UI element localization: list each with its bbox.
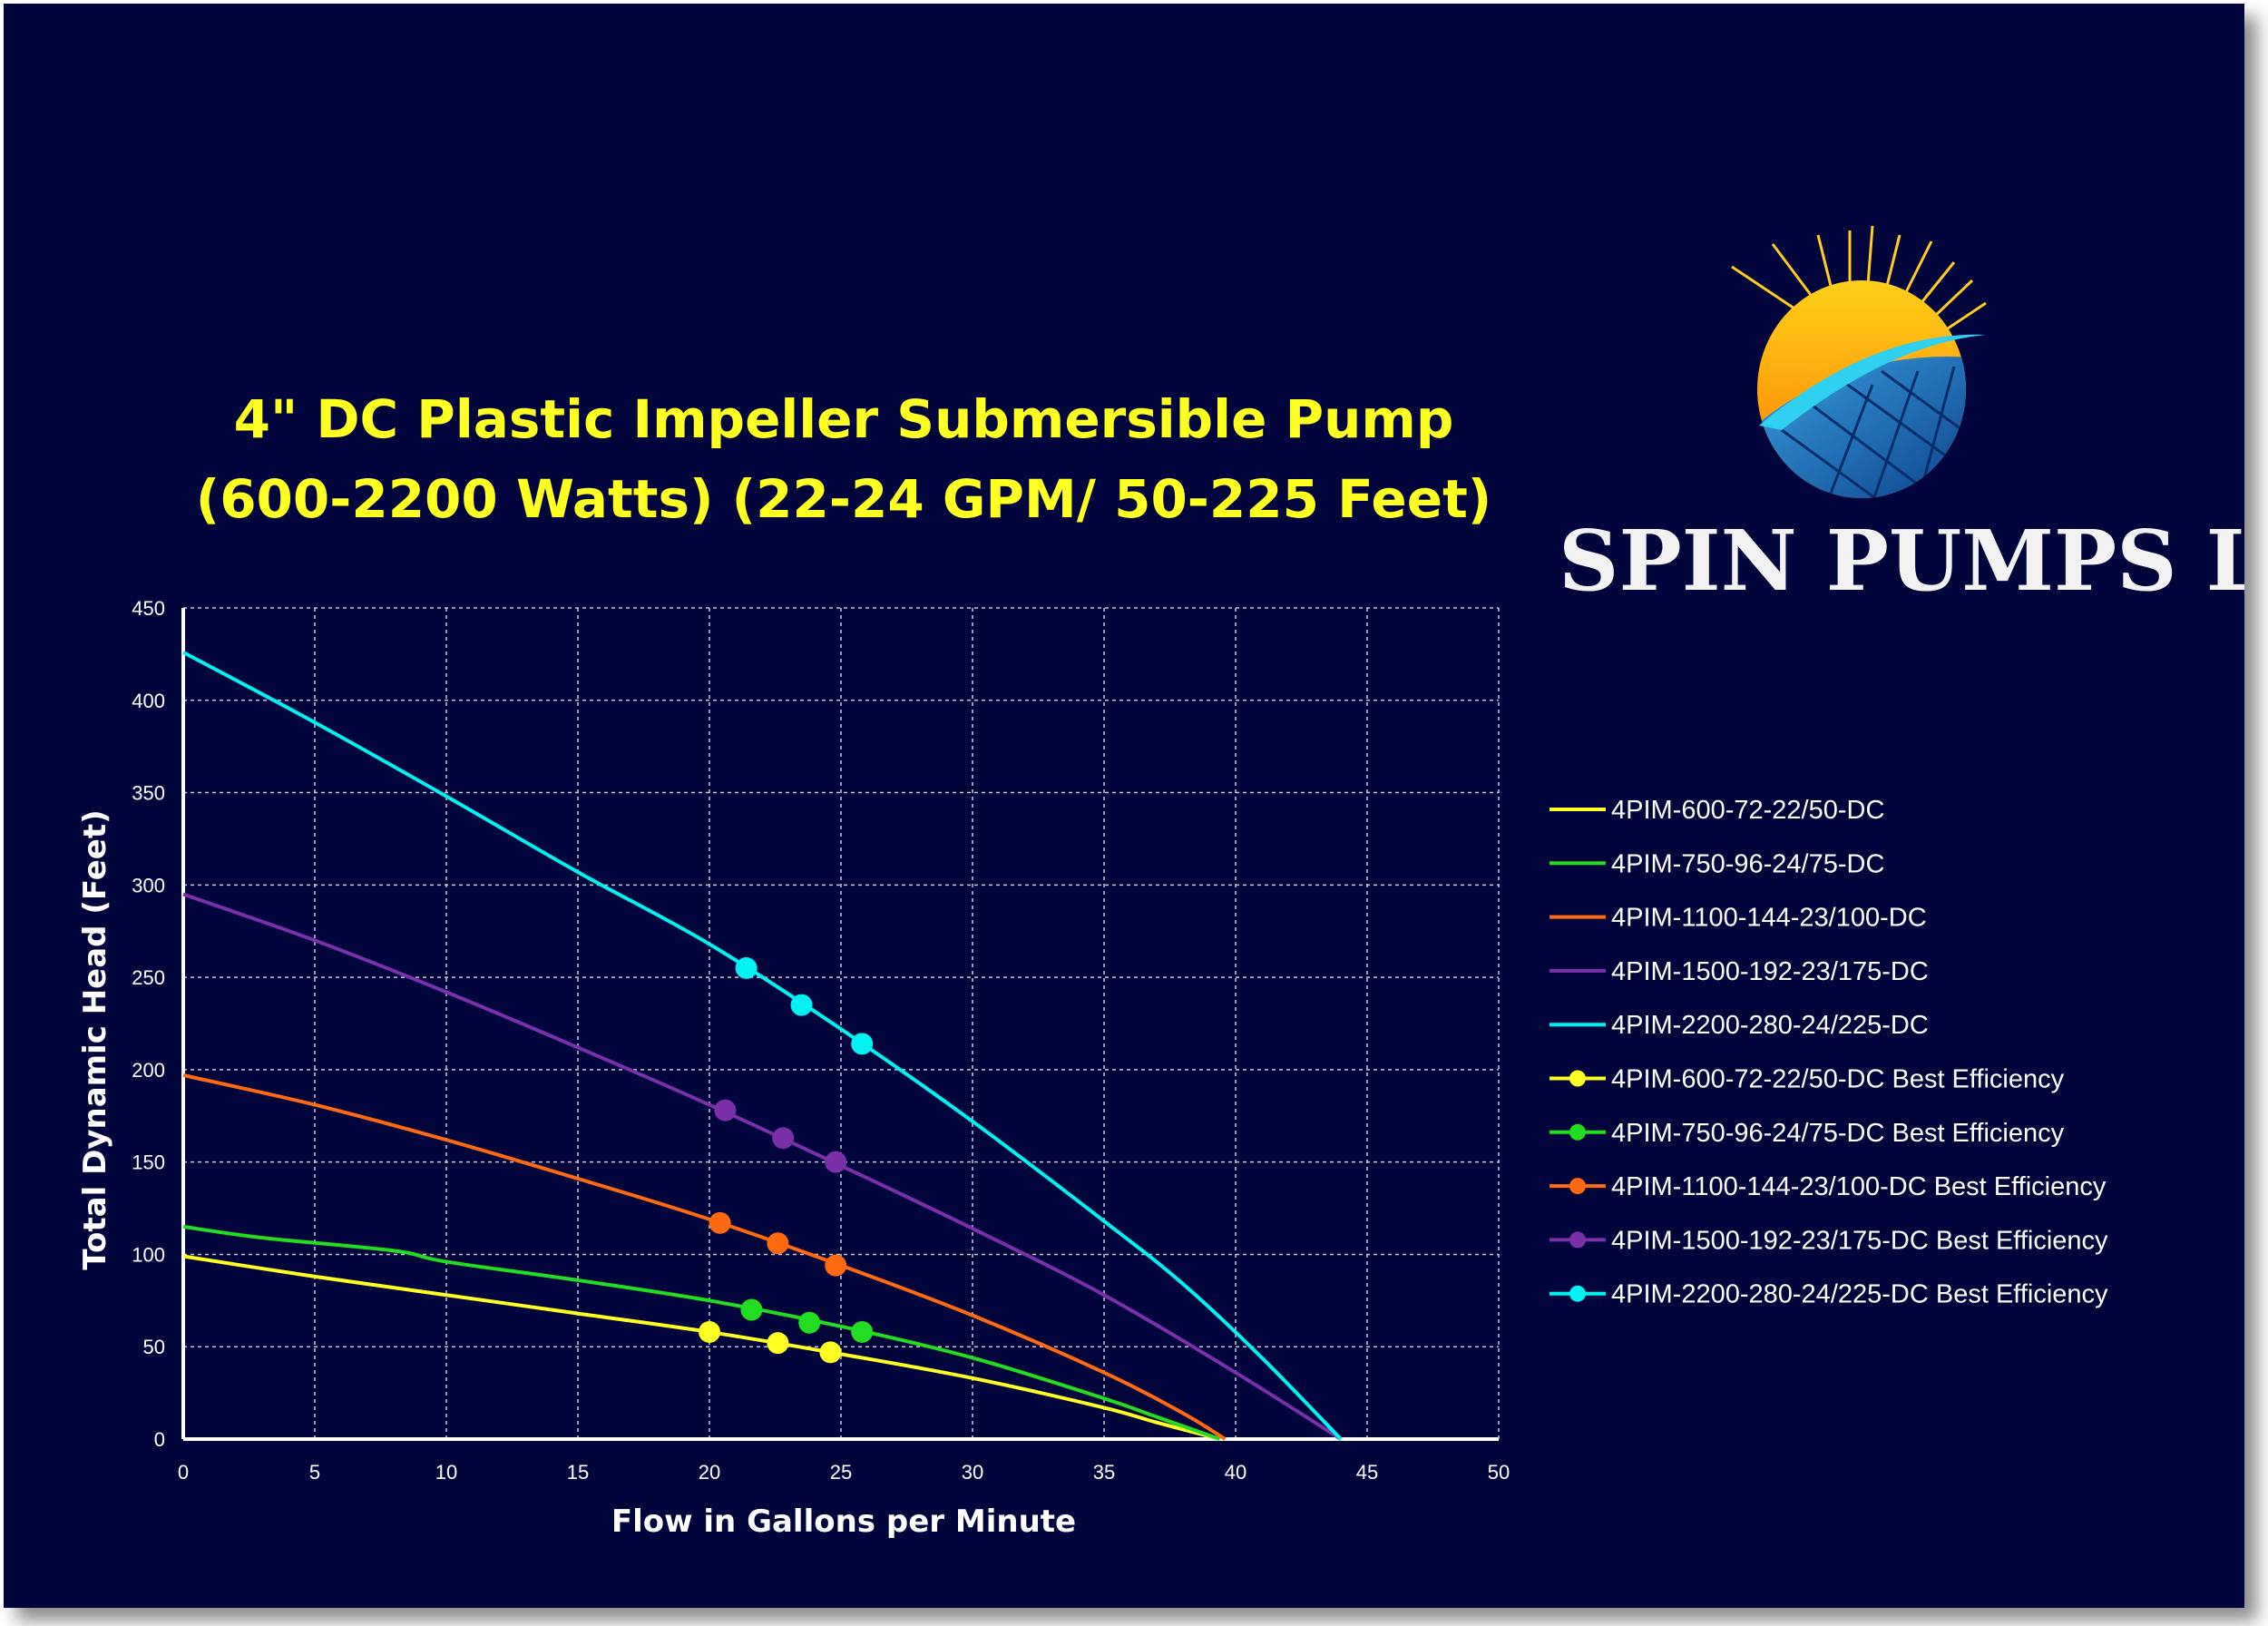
best-efficiency-point	[772, 1127, 795, 1150]
best-efficiency-point	[767, 1332, 789, 1355]
x-tick-label: 50	[1488, 1461, 1510, 1484]
x-tick-label: 35	[1093, 1461, 1115, 1484]
legend-label: 4PIM-1500-192-23/175-DC Best Efficiency	[1611, 1226, 2108, 1255]
legend-item: 4PIM-600-72-22/50-DC Best Efficiency	[1549, 1065, 2065, 1094]
series-line	[182, 1254, 1221, 1441]
legend-item: 4PIM-2200-280-24/225-DC Best Efficiency	[1549, 1280, 2108, 1309]
best-efficiency-point	[851, 1033, 874, 1055]
legend-label: 4PIM-600-72-22/50-DC	[1611, 796, 1884, 825]
legend-item: 4PIM-1500-192-23/175-DC Best Efficiency	[1549, 1226, 2108, 1255]
chart-title-line-1: 4" DC Plastic Impeller Submersible Pump	[234, 388, 1454, 450]
x-axis-title: Flow in Gallons per Minute	[611, 1504, 1076, 1540]
legend-swatch-marker	[1569, 1178, 1586, 1195]
y-tick-label: 200	[132, 1059, 165, 1082]
chart-title-line-2: (600-2200 Watts) (22-24 GPM/ 50-225 Feet…	[196, 468, 1492, 530]
x-tick-label: 10	[435, 1461, 457, 1484]
x-tick-label: 45	[1356, 1461, 1378, 1484]
x-tick-label: 40	[1225, 1461, 1246, 1484]
legend: 4PIM-600-72-22/50-DC 4PIM-750-96-24/75-DC…	[1549, 796, 2108, 1309]
legend-label: 4PIM-1500-192-23/175-DC	[1611, 957, 1929, 986]
legend-item: 4PIM-2200-280-24/225-DC	[1549, 1011, 1929, 1040]
best-efficiency-point	[819, 1341, 842, 1364]
chart-card: 4" DC Plastic Impeller Submersible Pump …	[4, 4, 2244, 1608]
best-efficiency-point	[767, 1232, 789, 1255]
sun-solar-panel-logo-icon	[1731, 225, 1987, 498]
y-tick-label: 350	[132, 782, 165, 805]
y-tick-label: 150	[132, 1151, 165, 1174]
plot-area: 0 5 10 15 20 25 30 35 40 45 50 0 50 100 150 200 250 300 35…	[132, 597, 1510, 1484]
best-efficiency-point	[714, 1099, 737, 1122]
legend-item: 4PIM-1500-192-23/175-DC	[1549, 957, 1929, 986]
best-efficiency-point	[709, 1211, 731, 1234]
series-line	[182, 1073, 1227, 1441]
x-tick-label: 30	[962, 1461, 983, 1484]
legend-label: 4PIM-750-96-24/75-DC	[1611, 849, 1884, 878]
legend-label: 4PIM-600-72-22/50-DC Best Efficiency	[1611, 1065, 2065, 1094]
legend-label: 4PIM-2200-280-24/225-DC Best Efficiency	[1611, 1280, 2108, 1309]
best-efficiency-point	[825, 1151, 847, 1173]
best-efficiency-point	[851, 1320, 874, 1343]
legend-label: 4PIM-750-96-24/75-DC Best Efficiency	[1611, 1119, 2065, 1148]
series-line	[182, 892, 1343, 1441]
y-tick-label: 0	[154, 1428, 165, 1451]
legend-swatch-marker	[1569, 1285, 1586, 1302]
brand-name: SPIN PUMPS LLC	[1559, 512, 2244, 610]
legend-label: 4PIM-2200-280-24/225-DC	[1611, 1011, 1929, 1040]
x-tick-label: 15	[567, 1461, 589, 1484]
x-tick-label: 0	[178, 1461, 189, 1484]
series-line	[182, 1224, 1221, 1441]
x-tick-label: 5	[309, 1461, 320, 1484]
best-efficiency-point	[740, 1298, 763, 1321]
pump-curve-chart: 4" DC Plastic Impeller Submersible Pump …	[77, 225, 2244, 1540]
legend-item: 4PIM-1100-144-23/100-DC	[1549, 904, 1927, 933]
y-tick-label: 300	[132, 874, 165, 896]
x-tick-label: 20	[699, 1461, 720, 1484]
best-efficiency-point	[790, 994, 813, 1016]
legend-label: 4PIM-1100-144-23/100-DC Best Efficiency	[1611, 1172, 2107, 1201]
legend-item: 4PIM-1100-144-23/100-DC Best Efficiency	[1549, 1172, 2107, 1201]
best-efficiency-point	[699, 1320, 720, 1343]
x-tick-label: 25	[830, 1461, 852, 1484]
legend-label: 4PIM-1100-144-23/100-DC	[1611, 904, 1927, 933]
y-tick-label: 50	[143, 1336, 165, 1358]
y-tick-label: 100	[132, 1243, 165, 1266]
legend-swatch-marker	[1569, 1070, 1586, 1087]
y-axis-title: Total Dynamic Head (Feet)	[77, 809, 113, 1269]
series-line	[182, 651, 1343, 1441]
legend-item: 4PIM-750-96-24/75-DC Best Efficiency	[1549, 1119, 2065, 1148]
legend-item: 4PIM-750-96-24/75-DC	[1549, 849, 1884, 878]
y-tick-label: 250	[132, 966, 165, 989]
best-efficiency-point	[825, 1254, 847, 1277]
legend-item: 4PIM-600-72-22/50-DC	[1549, 796, 1884, 825]
y-tick-label: 450	[132, 597, 165, 620]
legend-swatch-marker	[1569, 1231, 1586, 1249]
y-tick-label: 400	[132, 690, 165, 712]
best-efficiency-point	[735, 956, 758, 979]
legend-swatch-marker	[1569, 1123, 1586, 1141]
best-efficiency-point	[798, 1311, 821, 1334]
